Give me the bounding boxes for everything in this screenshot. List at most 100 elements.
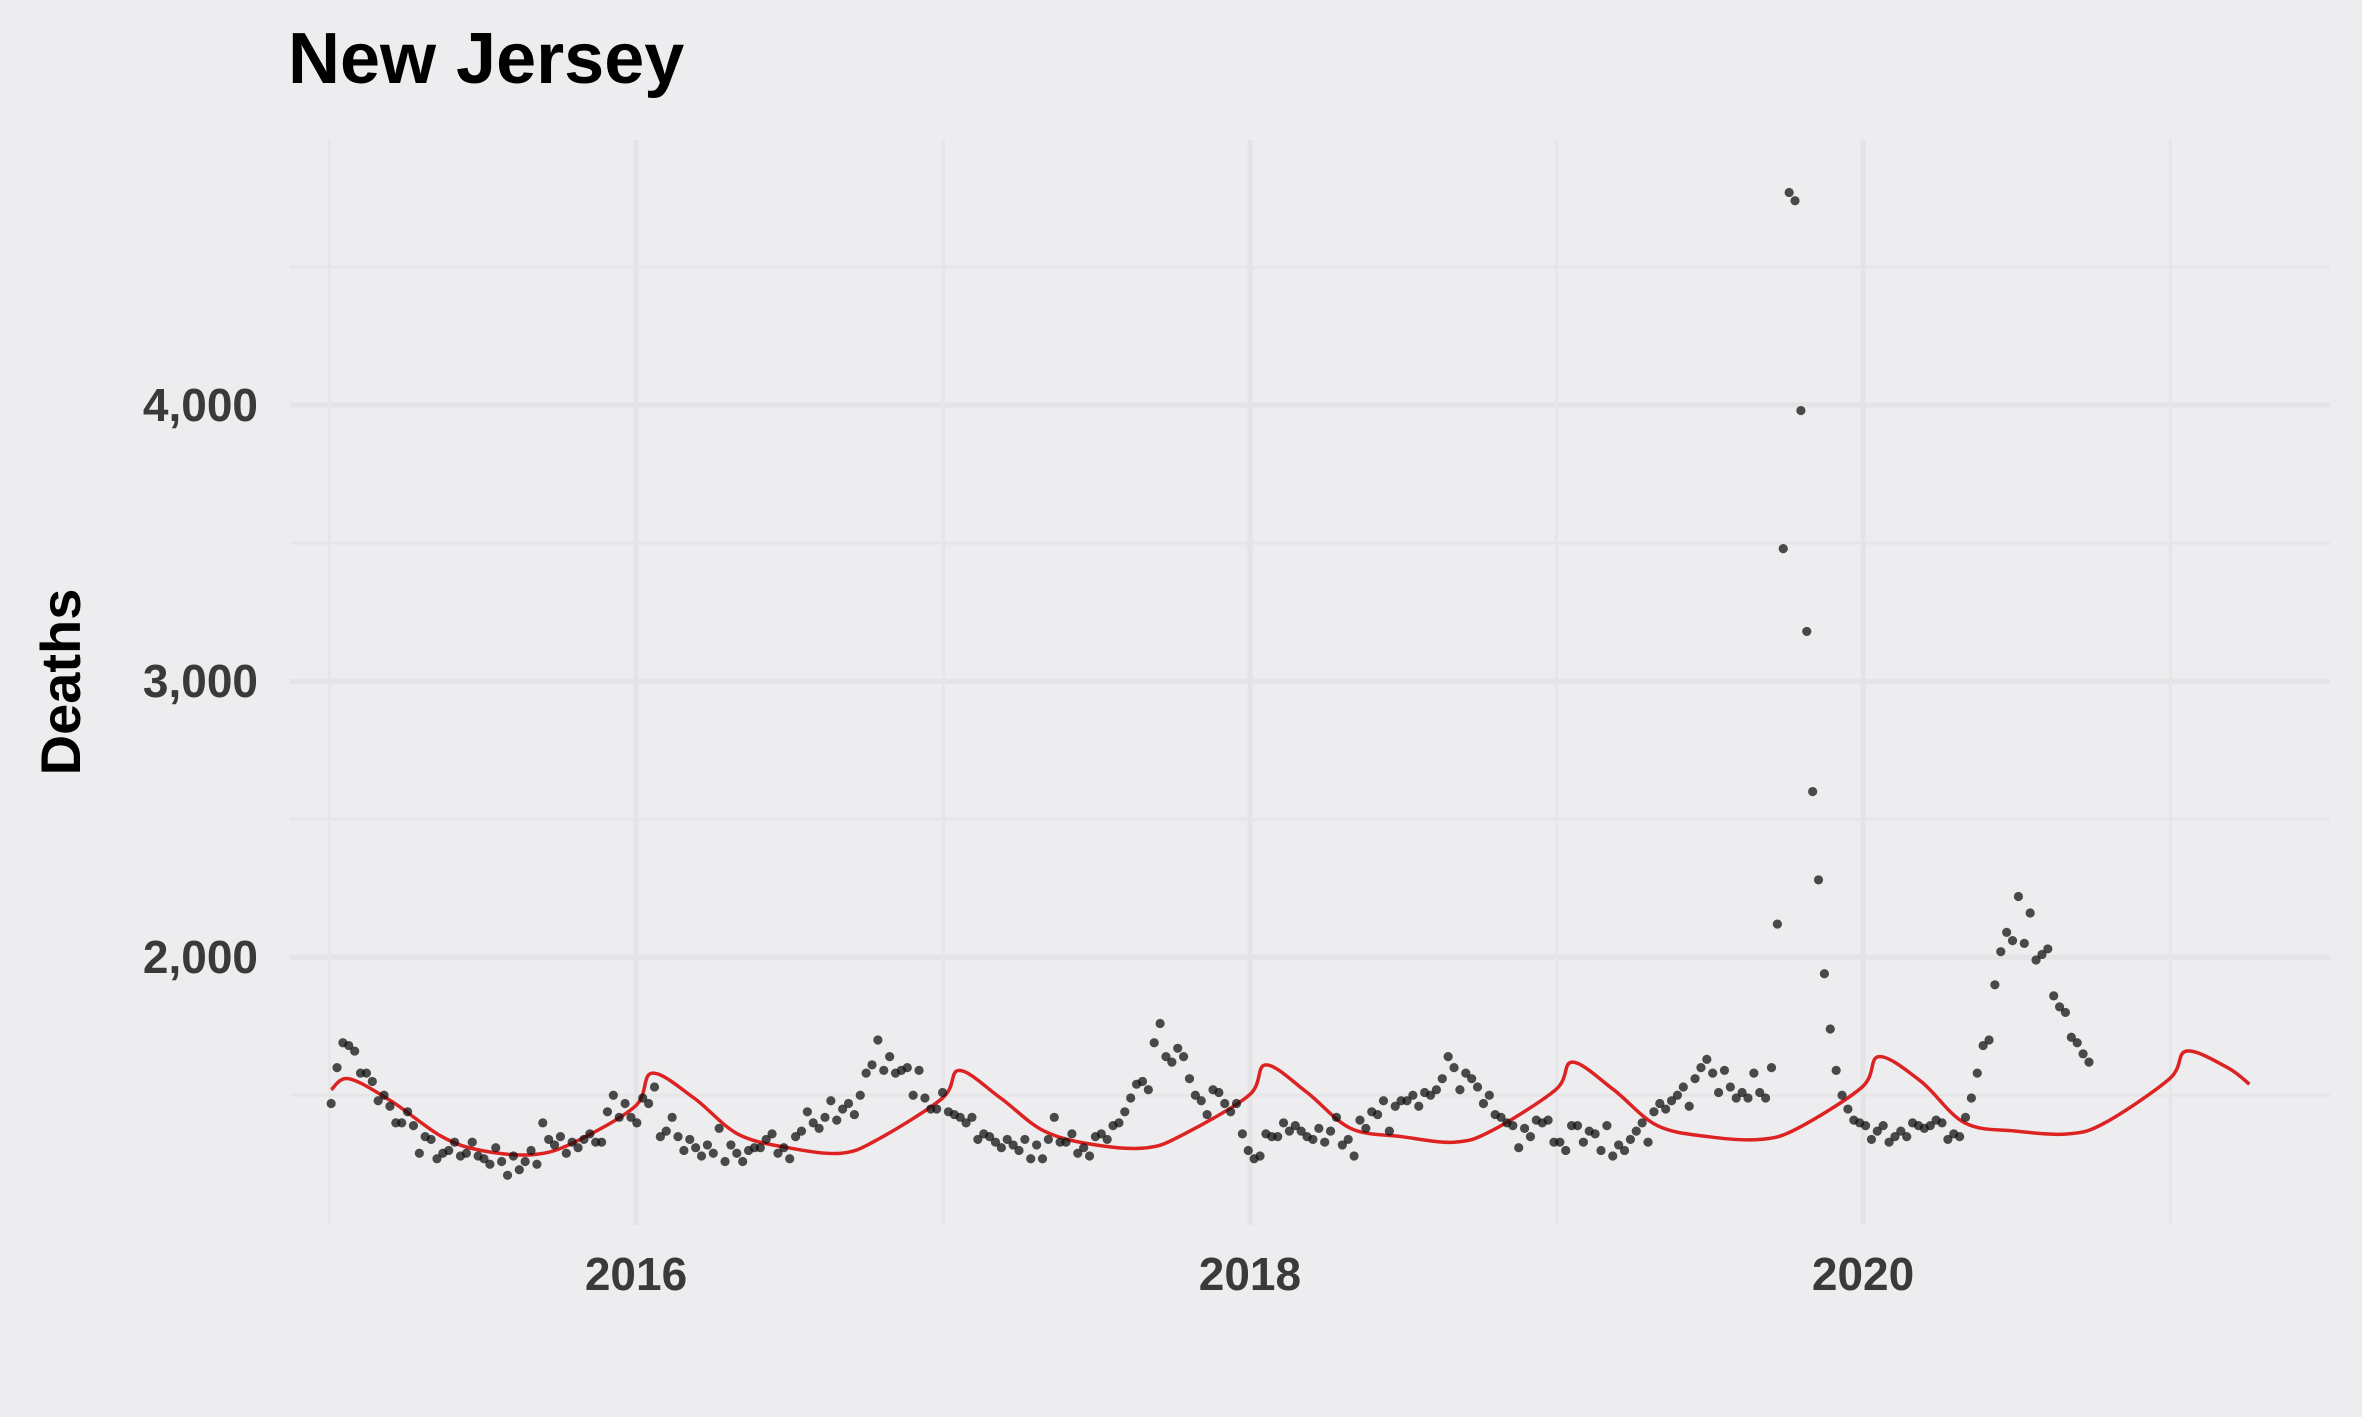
data-point (779, 1143, 789, 1153)
data-point (491, 1143, 501, 1153)
y-tick-label: 4,000 (143, 379, 258, 431)
data-point (1766, 1063, 1777, 1073)
data-point (1255, 1151, 1265, 1161)
data-point (1755, 1087, 1765, 1098)
data-point (1796, 405, 1806, 416)
data-point (1408, 1090, 1418, 1100)
data-point (1084, 1151, 1095, 1161)
data-point (1061, 1137, 1071, 1147)
y-axis-ticks: 2,000 3,000 4,000 (143, 379, 258, 983)
data-point (1290, 1121, 1300, 1131)
data-point (497, 1156, 507, 1167)
data-point (691, 1143, 701, 1153)
data-point (1414, 1101, 1424, 1111)
data-point (2060, 1007, 2071, 1018)
data-point (1449, 1063, 1459, 1073)
data-point (1032, 1140, 1042, 1150)
data-point (1361, 1123, 1371, 1133)
data-point (485, 1159, 495, 1169)
data-point (1555, 1137, 1565, 1147)
data-point (1120, 1107, 1130, 1117)
data-point (1737, 1087, 1747, 1098)
data-point (1960, 1112, 1971, 1122)
data-point (2078, 1049, 2088, 1059)
data-point (1167, 1057, 1177, 1067)
data-point (1884, 1137, 1894, 1147)
data-point (332, 1063, 342, 1073)
data-point (1519, 1123, 1530, 1133)
points-layer (326, 187, 2094, 1180)
data-point (526, 1145, 536, 1156)
data-point (1478, 1098, 1489, 1109)
data-point (549, 1140, 560, 1150)
data-point (544, 1134, 554, 1145)
data-point (350, 1046, 360, 1056)
data-point (961, 1118, 971, 1128)
data-point (555, 1132, 566, 1142)
data-point (1690, 1074, 1700, 1084)
data-point (585, 1129, 595, 1139)
data-point (832, 1115, 842, 1125)
data-point (1649, 1107, 1659, 1117)
data-point (1214, 1087, 1224, 1098)
data-point (937, 1087, 948, 1098)
data-point (826, 1096, 836, 1106)
data-point (1325, 1126, 1336, 1136)
data-point (1637, 1118, 1647, 1128)
data-point (1331, 1112, 1342, 1122)
data-point (843, 1098, 854, 1109)
data-point (1937, 1118, 1947, 1128)
data-point (538, 1118, 548, 1128)
chart-title: New Jersey (288, 19, 685, 99)
data-point (1002, 1134, 1012, 1145)
data-point (1467, 1074, 1477, 1084)
data-point (1226, 1107, 1236, 1117)
data-point (1725, 1082, 1735, 1092)
data-point (1813, 875, 1824, 885)
data-point (1819, 969, 1830, 979)
data-point (732, 1148, 742, 1158)
data-point (2049, 991, 2059, 1001)
data-point (1143, 1085, 1153, 1095)
data-point (1684, 1101, 1694, 1111)
data-point (1872, 1126, 1882, 1136)
data-point (367, 1076, 377, 1087)
data-point (620, 1098, 630, 1109)
data-point (1890, 1132, 1900, 1142)
data-point (1296, 1126, 1306, 1136)
data-point (1079, 1143, 1089, 1153)
data-point (1190, 1090, 1200, 1100)
data-point (1273, 1132, 1283, 1142)
data-point (426, 1134, 436, 1145)
data-point (579, 1134, 589, 1145)
data-point (2043, 944, 2053, 954)
data-point (1619, 1145, 1630, 1156)
data-point (1114, 1118, 1124, 1128)
data-point (696, 1151, 707, 1161)
data-point (644, 1098, 654, 1109)
data-point (397, 1118, 407, 1128)
data-point (873, 1035, 883, 1045)
data-point (626, 1112, 636, 1122)
data-point (1037, 1154, 1048, 1164)
data-point (1643, 1137, 1653, 1147)
data-point (479, 1154, 489, 1164)
data-point (679, 1145, 689, 1156)
data-point (1067, 1129, 1077, 1139)
data-point (1749, 1068, 1759, 1078)
data-point (1860, 1121, 1871, 1131)
data-point (1708, 1068, 1718, 1078)
data-point (1984, 1035, 1994, 1045)
data-point (1702, 1054, 1712, 1064)
data-point (1102, 1134, 1112, 1145)
data-point (1713, 1087, 1724, 1098)
data-point (1614, 1140, 1624, 1150)
data-point (1137, 1076, 1148, 1087)
data-point (638, 1093, 648, 1103)
data-point (820, 1112, 830, 1122)
data-point (855, 1090, 865, 1100)
data-point (1625, 1134, 1636, 1145)
data-point (908, 1090, 918, 1100)
data-point (861, 1068, 871, 1078)
data-point (1096, 1129, 1106, 1139)
